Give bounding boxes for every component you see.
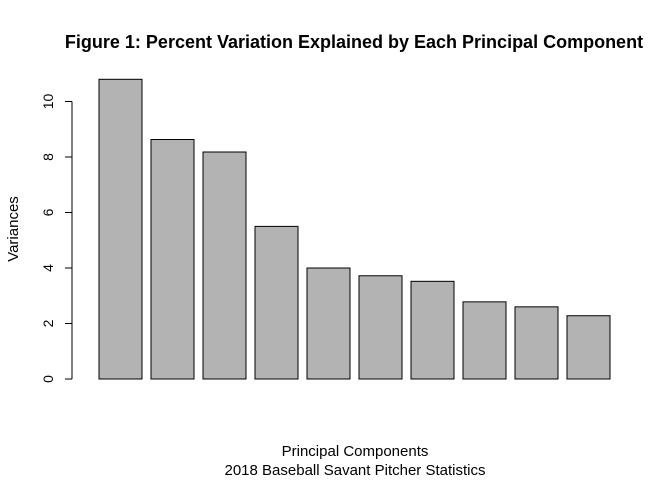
chart-title: Figure 1: Percent Variation Explained by… (65, 32, 643, 52)
bar-pc-3 (202, 151, 247, 380)
bar-pc-10 (566, 315, 611, 380)
bar-pc-5 (306, 267, 351, 380)
bar-pc-8 (462, 301, 507, 380)
bar-pc-4 (254, 225, 299, 380)
y-axis: 0 2 4 6 8 10 (40, 94, 73, 383)
y-tick-label: 0 (40, 375, 56, 383)
y-tick-label: 4 (40, 264, 56, 272)
bar-pc-1 (98, 78, 143, 380)
y-tick-label: 10 (40, 94, 56, 110)
bar-pc-6 (358, 275, 403, 380)
y-tick-label: 8 (40, 153, 56, 161)
bar-pc-9 (514, 306, 559, 380)
y-tick-label: 2 (40, 319, 56, 327)
bar-pc-2 (150, 139, 195, 380)
y-tick-label: 6 (40, 208, 56, 216)
y-axis-label: Variances (5, 196, 22, 262)
bar-pc-7 (410, 280, 455, 380)
chart-subtitle: 2018 Baseball Savant Pitcher Statistics (225, 462, 486, 479)
bars (98, 78, 611, 380)
x-axis-label: Principal Components (282, 443, 429, 460)
